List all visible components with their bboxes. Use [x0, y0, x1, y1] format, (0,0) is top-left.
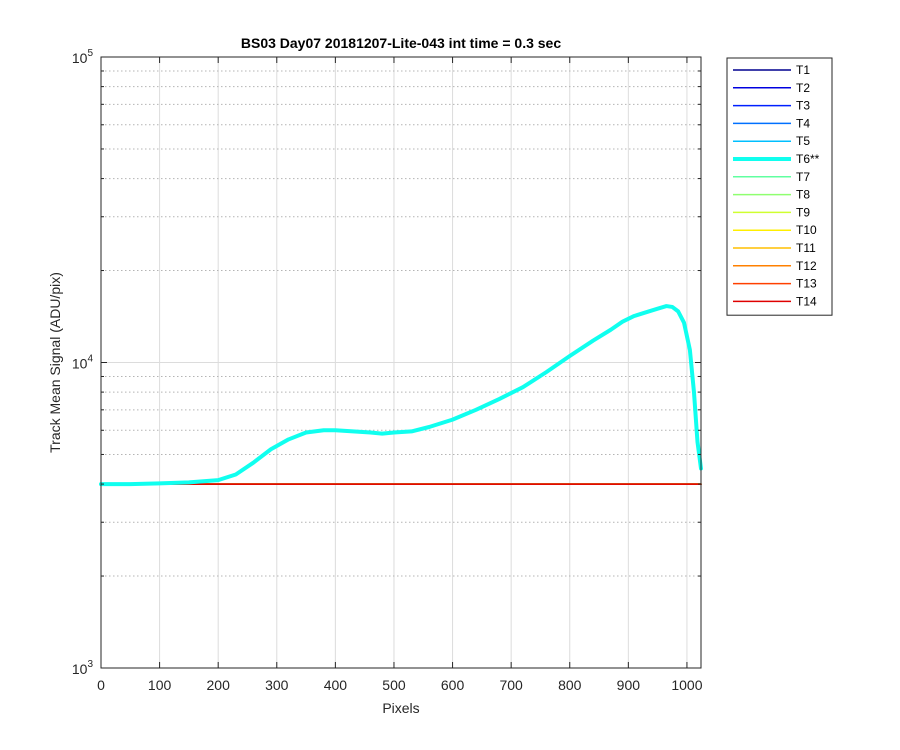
x-tick-label: 500 — [382, 677, 406, 693]
x-tick-label: 1000 — [671, 677, 702, 693]
legend-item[interactable]: T8 — [733, 188, 810, 202]
legend-item[interactable]: T2 — [733, 81, 810, 95]
legend-item[interactable]: T9 — [733, 205, 810, 219]
legend-label: T14 — [796, 294, 817, 308]
x-tick-label: 100 — [148, 677, 172, 693]
x-tick-label: 200 — [207, 677, 231, 693]
legend-item[interactable]: T7 — [733, 170, 810, 184]
legend-label: T11 — [796, 241, 816, 255]
legend-label: T5 — [796, 134, 810, 148]
x-tick-label: 900 — [617, 677, 641, 693]
x-tick-label: 800 — [558, 677, 582, 693]
y-tick-exponent: 3 — [87, 659, 93, 670]
y-tick-label: 103 — [72, 659, 94, 677]
y-tick-base: 10 — [72, 50, 88, 66]
series-layer — [99, 304, 703, 487]
legend-label: T7 — [796, 170, 810, 184]
legend-label: T12 — [796, 259, 817, 273]
y-tick-label: 104 — [72, 354, 94, 372]
chart-title: BS03 Day07 20181207-Lite-043 int time = … — [241, 35, 561, 51]
legend-item[interactable]: T10 — [733, 223, 817, 237]
y-tick-label: 105 — [72, 48, 94, 66]
legend-label: T6** — [796, 152, 820, 166]
legend-label: T9 — [796, 205, 810, 219]
legend-label: T2 — [796, 81, 810, 95]
y-axis-title: Track Mean Signal (ADU/pix) — [47, 272, 63, 453]
x-tick-label: 400 — [324, 677, 348, 693]
legend-item[interactable]: T13 — [733, 277, 817, 291]
legend-item[interactable]: T4 — [733, 116, 810, 130]
legend-item[interactable]: T1 — [733, 63, 810, 77]
legend-label: T1 — [796, 63, 810, 77]
tick-layer: 0 100 200 300 400 500 600 700 800 900 100010310410… — [72, 48, 703, 693]
legend-item[interactable]: T14 — [733, 294, 817, 308]
x-tick-label: 600 — [441, 677, 465, 693]
x-axis-title: Pixels — [382, 700, 419, 716]
x-tick-label: 700 — [499, 677, 523, 693]
legend-label: T3 — [796, 99, 810, 113]
legend-label: T8 — [796, 188, 810, 202]
legend: T1 T2 T3 T4 T5 T6** T7 T8 T9 T10 T11 T12 T13 T14 — [726, 57, 833, 316]
x-tick-label: 300 — [265, 677, 289, 693]
legend-item[interactable]: T11 — [733, 241, 816, 255]
legend-box — [726, 57, 833, 316]
legend-item[interactable]: T6** — [733, 152, 820, 166]
x-tick-label: 0 — [97, 677, 105, 693]
legend-label: T13 — [796, 277, 817, 291]
y-tick-exponent: 4 — [87, 354, 93, 365]
legend-label: T10 — [796, 223, 817, 237]
legend-item[interactable]: T12 — [733, 259, 817, 273]
legend-item[interactable]: T3 — [733, 99, 810, 113]
legend-label: T4 — [796, 116, 810, 130]
y-tick-base: 10 — [72, 661, 88, 677]
series-line-t6 — [99, 304, 703, 487]
y-tick-exponent: 5 — [87, 48, 93, 59]
y-tick-base: 10 — [72, 356, 88, 372]
legend-item[interactable]: T5 — [733, 134, 810, 148]
